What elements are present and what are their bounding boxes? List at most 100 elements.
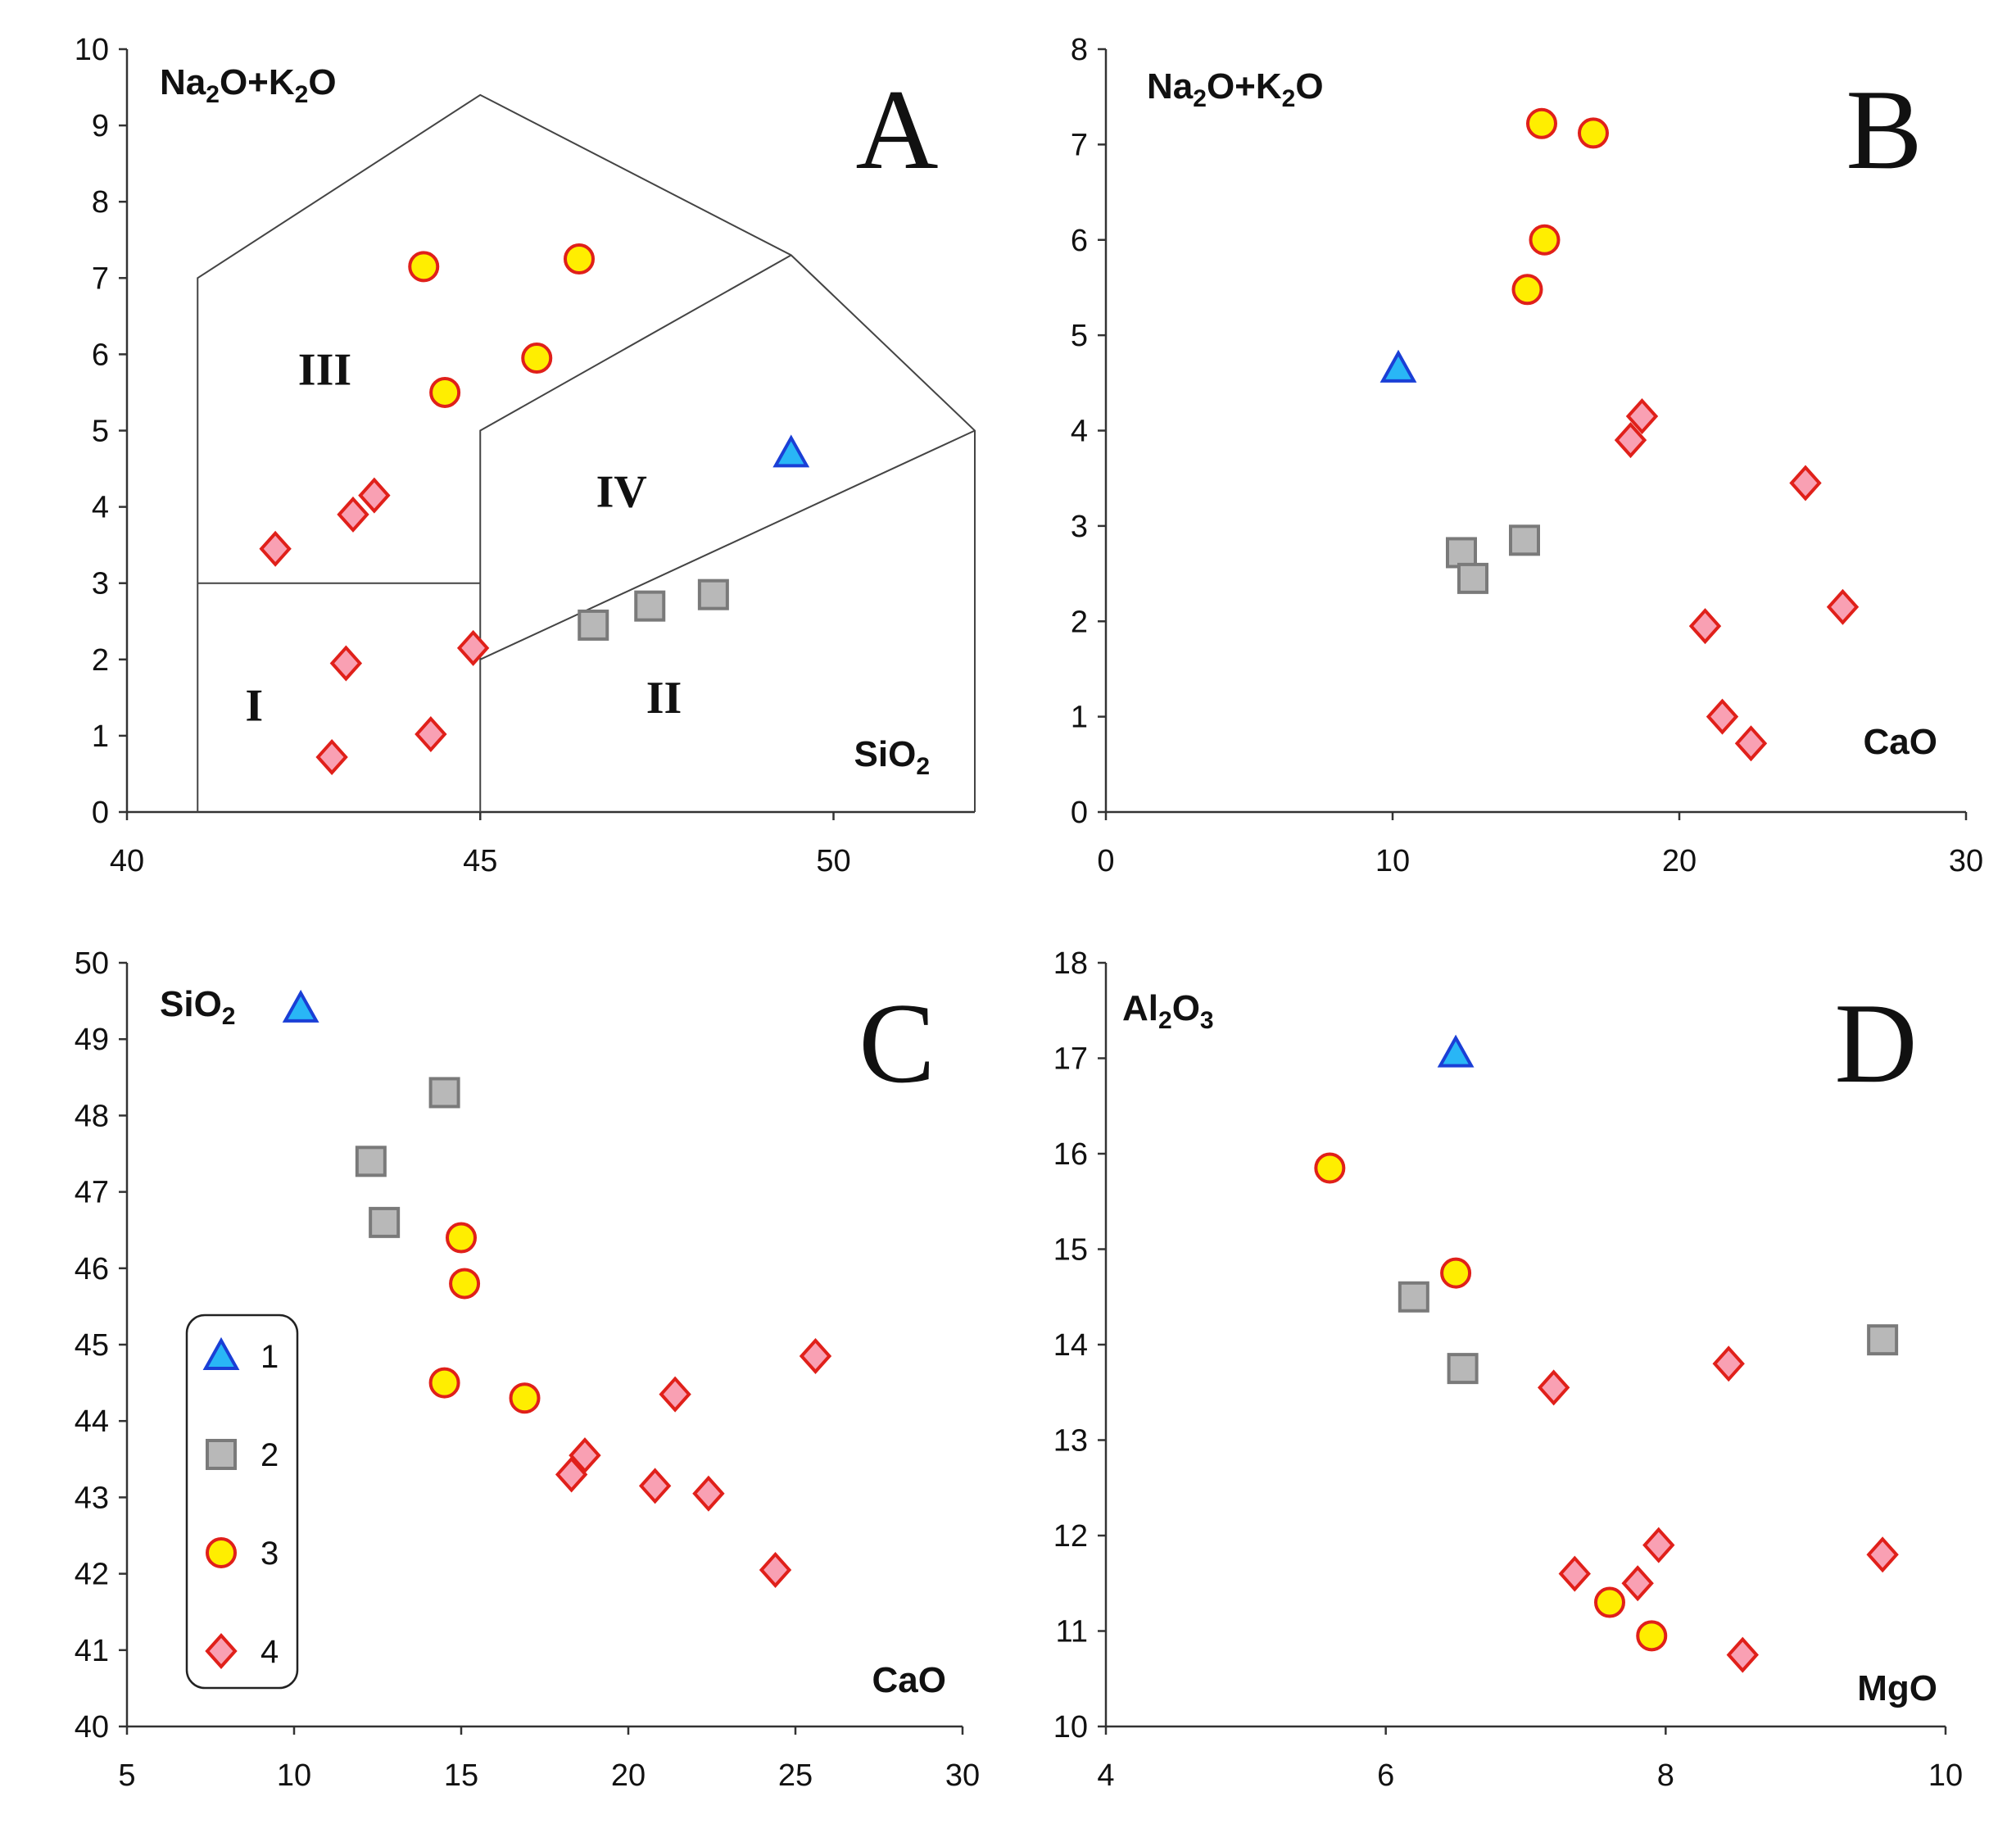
data-point-series-4 (1614, 422, 1647, 459)
y-tick-label: 11 (1056, 1615, 1088, 1649)
y-tick-label: 1 (92, 719, 109, 754)
y-tick-label: 41 (75, 1634, 109, 1668)
panel-d: 10 11 12 13 14 15 16 17 18 4 6 8 10 D Al2O3 MgO (1053, 946, 1963, 1793)
data-point-series-4 (415, 716, 447, 753)
region-label-i: I (245, 680, 263, 731)
region-label-iv: IV (596, 467, 647, 518)
data-point-series-3 (446, 1222, 477, 1254)
y-axis-title: SiO2 (160, 984, 235, 1030)
y-tick-label: 4 (1071, 415, 1088, 449)
x-tick-label: 20 (1662, 844, 1697, 878)
y-tick-label: 6 (1071, 224, 1088, 258)
y-tick-label: 50 (75, 946, 109, 981)
data-point-series-2 (1447, 1353, 1479, 1385)
legend-label-4: 4 (260, 1634, 279, 1670)
y-tick-label: 44 (75, 1404, 109, 1439)
data-point-series-3 (1529, 224, 1561, 256)
data-point-series-3 (509, 1382, 541, 1414)
y-tick-label: 2 (1071, 605, 1088, 639)
data-point-series-3 (521, 343, 553, 374)
y-axis-title: Na2O+K2O (1147, 66, 1324, 112)
data-point-series-2 (355, 1146, 387, 1177)
panel-letter: C (858, 980, 935, 1107)
x-axis-title: MgO (1857, 1668, 1937, 1708)
x-tick-label: 50 (816, 844, 850, 878)
data-point-series-3 (1594, 1586, 1625, 1618)
field-boundary (479, 254, 792, 812)
panel-letter: D (1834, 980, 1917, 1107)
x-axis-title: CaO (1864, 722, 1937, 762)
y-tick-label: 17 (1053, 1042, 1088, 1077)
field-boundary (479, 429, 976, 660)
data-point-series-4 (555, 1456, 588, 1493)
data-point-series-4 (1726, 1636, 1759, 1673)
data-point-series-4 (1789, 465, 1822, 501)
data-point-series-4 (358, 477, 391, 514)
y-tick-label: 0 (1071, 796, 1088, 830)
data-point-series-4 (456, 629, 490, 666)
data-point-series-4 (259, 530, 292, 567)
y-tick-label: 4 (92, 491, 109, 525)
data-point-series-3 (1526, 107, 1557, 139)
x-axis-title: SiO2 (854, 734, 930, 780)
x-tick-label: 10 (1928, 1758, 1963, 1793)
data-point-series-4 (1558, 1555, 1591, 1592)
data-point-series-2 (697, 578, 729, 610)
data-point-series-4 (337, 496, 369, 533)
y-tick-label: 1 (1071, 701, 1088, 735)
y-tick-label: 0 (92, 796, 109, 830)
legend-label-2: 2 (260, 1437, 279, 1473)
y-tick-label: 9 (92, 109, 109, 143)
data-point-series-4 (1706, 698, 1739, 735)
data-point-series-3 (1636, 1620, 1668, 1652)
x-tick-label: 6 (1377, 1758, 1394, 1793)
y-tick-label: 8 (1071, 33, 1088, 67)
data-point-series-4 (659, 1376, 691, 1413)
data-point-series-4 (315, 738, 348, 775)
y-tick-label: 7 (1071, 128, 1088, 162)
y-tick-label: 2 (92, 643, 109, 678)
data-point-series-3 (429, 376, 461, 408)
data-point-series-2 (1457, 562, 1488, 594)
y-tick-label: 18 (1053, 946, 1088, 981)
y-tick-label: 16 (1053, 1137, 1088, 1172)
data-point-series-4 (1734, 725, 1768, 762)
data-point-series-2 (428, 1077, 460, 1109)
data-point-series-3 (428, 1367, 460, 1399)
y-tick-label: 13 (1053, 1424, 1088, 1459)
data-point-series-2 (1867, 1324, 1899, 1356)
x-tick-label: 10 (277, 1758, 311, 1793)
data-point-series-3 (1578, 117, 1609, 149)
x-axis-title: CaO (872, 1660, 946, 1700)
data-point-series-3 (1511, 274, 1543, 306)
data-point-series-4 (1688, 608, 1722, 645)
data-point-series-3 (564, 243, 595, 275)
y-tick-label: 3 (92, 567, 109, 601)
y-tick-label: 45 (75, 1328, 109, 1363)
legend-marker-4 (205, 1633, 238, 1669)
data-point-series-4 (1642, 1527, 1675, 1563)
data-point-series-2 (634, 590, 666, 622)
x-tick-label: 20 (611, 1758, 646, 1793)
y-axis-title: Na2O+K2O (160, 62, 337, 108)
data-point-series-2 (1509, 524, 1540, 556)
y-tick-label: 14 (1053, 1328, 1088, 1363)
panel-letter: B (1846, 66, 1922, 193)
data-point-series-4 (1712, 1345, 1745, 1382)
x-tick-label: 30 (945, 1758, 980, 1793)
data-point-series-1 (1379, 349, 1417, 383)
data-point-series-3 (449, 1268, 481, 1300)
region-label-ii: II (646, 673, 682, 724)
data-point-series-4 (638, 1468, 672, 1504)
y-tick-label: 15 (1053, 1233, 1088, 1268)
y-tick-label: 5 (1071, 319, 1088, 353)
legend-marker-1 (202, 1336, 240, 1370)
x-tick-label: 40 (110, 844, 144, 878)
x-tick-label: 4 (1097, 1758, 1114, 1793)
y-tick-label: 49 (75, 1023, 109, 1057)
data-point-series-2 (1446, 537, 1477, 569)
panel-b: 0 1 2 3 4 5 6 7 8 0 10 20 30 B Na2O+K2O CaO (1071, 33, 1983, 878)
